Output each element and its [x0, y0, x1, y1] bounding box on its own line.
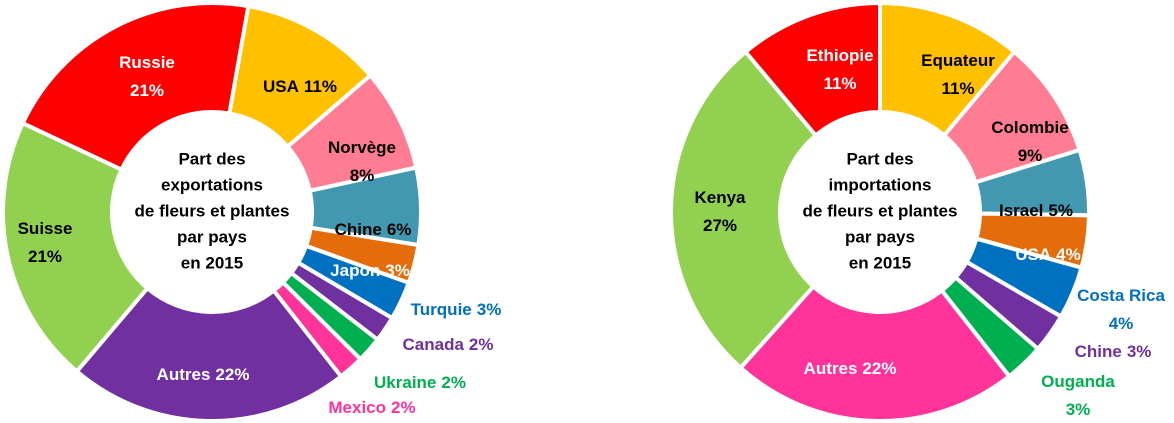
label-value: 11% [304, 77, 337, 96]
label-category: Autres [804, 359, 858, 378]
label-category: Equateur [921, 51, 995, 70]
label-category: Chine [1075, 342, 1122, 361]
segment-label: Chine 3% [1075, 342, 1152, 361]
segment-label: Israel 5% [999, 201, 1073, 220]
label-value: 11% [941, 79, 974, 98]
label-value: 6% [387, 220, 412, 239]
label-value: 21% [28, 247, 62, 266]
segment-label: Ukraine 2% [374, 373, 466, 392]
label-value: 2% [441, 373, 466, 392]
label-value: 9% [1018, 146, 1043, 165]
segment-label: Costa Rica 4% [1077, 286, 1165, 333]
label-category: Ethiopie [806, 46, 873, 65]
label-value: 3% [1127, 342, 1152, 361]
label-value: 5% [1048, 201, 1073, 220]
label-value: 22% [862, 359, 896, 378]
segment-label: Colombie 9% [991, 118, 1068, 165]
donut-chart: USA 11% Norvège 8% Chine 6% Japon 3% Turquie 3% Ca… [1, 1, 502, 423]
segment-label: Mexico 2% [328, 398, 415, 417]
segment-label: Turquie 3% [411, 300, 502, 319]
segment-label: Canada 2% [403, 335, 494, 354]
center-title: Part des [846, 149, 913, 168]
label-category: Japon [330, 261, 380, 280]
segment-label: Suisse 21% [18, 219, 73, 266]
donut-segment [737, 283, 1013, 423]
label-value: 27% [703, 216, 737, 235]
label-value: 2% [391, 398, 416, 417]
segment-label: Kenya 27% [694, 188, 746, 235]
center-title: Part des [178, 149, 245, 168]
label-value: 2% [469, 335, 494, 354]
center-title: de fleurs et plantes [803, 201, 958, 220]
label-category: USA [263, 77, 299, 96]
label-value: 3% [477, 300, 502, 319]
label-category: Turquie [411, 300, 472, 319]
donut-segment [1, 120, 151, 375]
segment-label: USA 11% [263, 77, 337, 96]
label-category: Norvège [328, 138, 396, 157]
segment-label: Equateur 11% [921, 51, 995, 98]
donut-segment [74, 285, 344, 423]
segment-label: Ouganda 3% [1041, 372, 1115, 419]
segment-label: Japon 3% [330, 261, 410, 280]
center-title: de fleurs et plantes [135, 201, 290, 220]
label-value: 22% [215, 365, 249, 384]
label-value: 3% [385, 261, 410, 280]
label-value: 8% [350, 166, 375, 185]
segment-label: Autres 22% [804, 359, 897, 378]
segment-label: Chine 6% [335, 220, 412, 239]
label-category: USA [1015, 245, 1051, 264]
label-category: Kenya [694, 188, 746, 207]
label-value: 21% [130, 81, 164, 100]
center-title: importations [829, 175, 932, 194]
label-category: Mexico [328, 398, 386, 417]
label-category: Chine [335, 220, 382, 239]
donut-chart: Equateur 11%Colombie 9%Israel 5%USA 4%Costa … [669, 0, 1165, 423]
label-category: Israel [999, 201, 1043, 220]
segment-label: Ethiopie 11% [806, 46, 873, 93]
label-value: 3% [1066, 400, 1091, 419]
donut-segment [20, 1, 251, 173]
center-title: en 2015 [849, 253, 911, 272]
center-title: exportations [161, 175, 263, 194]
center-title: par pays [177, 227, 247, 246]
label-value: 11% [823, 74, 856, 93]
label-category: Costa Rica [1077, 286, 1165, 305]
center-title: par pays [845, 227, 915, 246]
label-category: Canada [403, 335, 465, 354]
donut-segment [742, 0, 882, 139]
segment-label: Russie 21% [119, 53, 175, 100]
label-category: Colombie [991, 118, 1068, 137]
segment-label: Norvège 8% [328, 138, 396, 185]
label-category: Russie [119, 53, 175, 72]
center-title: en 2015 [181, 253, 243, 272]
label-category: Suisse [18, 219, 73, 238]
label-value: 4% [1056, 245, 1081, 264]
label-category: Autres [157, 365, 211, 384]
label-category: Ouganda [1041, 372, 1115, 391]
label-category: Ukraine [374, 373, 436, 392]
label-value: 4% [1109, 314, 1134, 333]
segment-label: Autres 22% [157, 365, 250, 384]
segment-label: USA 4% [1015, 245, 1080, 264]
donut-segment [669, 49, 819, 371]
